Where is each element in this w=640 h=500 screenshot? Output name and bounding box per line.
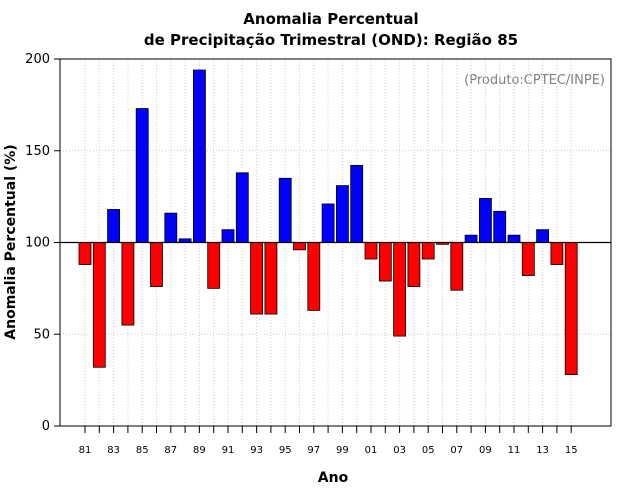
bar-93: [250, 242, 264, 315]
bar-10: [493, 210, 507, 243]
x-tick-label: 13: [536, 445, 549, 456]
x-tick-label: 99: [336, 445, 349, 456]
bar-87: [164, 212, 178, 243]
y-tick-label: 0: [42, 419, 50, 434]
bar-84: [121, 242, 135, 326]
bars-layer: [78, 69, 578, 376]
y-tick-label: 200: [25, 52, 50, 67]
x-tick-label: 05: [422, 445, 435, 456]
bar-82: [92, 242, 106, 368]
bar-05: [421, 242, 435, 260]
x-tick-label: 01: [365, 445, 378, 456]
bar-13: [536, 229, 549, 243]
bar-11: [507, 234, 521, 243]
x-tick-label: 81: [79, 445, 92, 456]
x-axis-label: Ano: [318, 470, 349, 486]
bar-96: [293, 242, 306, 251]
bar-02: [378, 242, 392, 282]
x-tick-label: 95: [279, 445, 292, 456]
bar-04: [407, 242, 421, 287]
bar-97: [307, 242, 321, 311]
bar-09: [478, 198, 492, 243]
bar-91: [221, 229, 235, 243]
bar-85: [135, 108, 149, 243]
x-tick-label: 91: [222, 445, 235, 456]
axes-layer: 0 50 100 150 200 81 83 85 87 89 91 93 95 97 99 01 03 05 07…: [25, 52, 612, 456]
bar-15: [564, 242, 578, 376]
y-tick-label: 150: [25, 144, 50, 159]
x-tick-label: 11: [508, 445, 521, 456]
bar-01: [364, 242, 378, 260]
bar-83: [107, 209, 120, 243]
bar-00: [350, 165, 364, 243]
bar-92: [235, 172, 249, 243]
bar-81: [78, 242, 92, 265]
y-axis-label: Anomalia Percentual (%): [3, 144, 19, 339]
bar-99: [335, 185, 349, 243]
credit-annotation: (Produto:CPTEC/INPE): [464, 73, 605, 88]
chart-subtitle: de Precipitação Trimestral (OND): Região…: [144, 31, 518, 49]
bar-07: [450, 242, 464, 291]
bar-94: [264, 242, 278, 315]
x-tick-label: 93: [250, 445, 263, 456]
chart-title: Anomalia Percentual: [243, 10, 418, 28]
x-tick-label: 09: [479, 445, 492, 456]
x-tick-label: 15: [565, 445, 578, 456]
x-tick-label: 85: [136, 445, 149, 456]
bar-08: [464, 234, 478, 243]
bar-86: [150, 242, 163, 287]
y-tick-label: 100: [25, 236, 50, 251]
bar-89: [192, 69, 206, 243]
x-tick-label: 97: [307, 445, 320, 456]
bar-12: [521, 242, 535, 276]
bar-14: [550, 242, 564, 265]
x-tick-label: 87: [164, 445, 177, 456]
bar-98: [321, 203, 335, 243]
x-tick-label: 07: [450, 445, 463, 456]
x-tick-label: 83: [107, 445, 120, 456]
bar-95: [278, 177, 292, 243]
x-tick-label: 89: [193, 445, 206, 456]
x-tick-label: 03: [393, 445, 406, 456]
bar-90: [207, 242, 221, 289]
bar-03: [393, 242, 407, 337]
y-tick-label: 50: [33, 327, 50, 342]
